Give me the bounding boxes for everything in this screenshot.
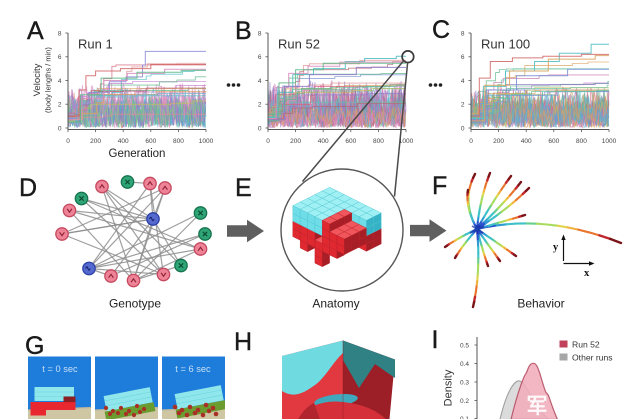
svg-text:1000: 1000	[602, 138, 617, 145]
svg-text:(body lengths / min): (body lengths / min)	[44, 47, 53, 113]
svg-text:4: 4	[461, 78, 465, 85]
svg-text:G: G	[25, 332, 44, 360]
svg-text:B: B	[235, 17, 252, 45]
svg-text:E: E	[235, 174, 252, 202]
svg-text:Generation: Generation	[109, 148, 166, 160]
svg-text:0: 0	[58, 125, 62, 132]
svg-text:6: 6	[258, 54, 262, 61]
svg-text:0.5: 0.5	[460, 342, 469, 349]
svg-text:0.2: 0.2	[460, 398, 469, 405]
svg-text:400: 400	[118, 138, 129, 145]
svg-text:800: 800	[373, 138, 384, 145]
svg-text:200: 200	[493, 138, 504, 145]
svg-text:6: 6	[461, 54, 465, 61]
svg-text:400: 400	[318, 138, 329, 145]
svg-text:Behavior: Behavior	[517, 297, 564, 311]
svg-text:8: 8	[58, 30, 62, 37]
svg-text:1000: 1000	[199, 138, 214, 145]
svg-text:600: 600	[548, 138, 559, 145]
svg-text:200: 200	[90, 138, 101, 145]
svg-text:Genotype: Genotype	[109, 297, 161, 311]
svg-text:0: 0	[461, 125, 465, 132]
svg-text:0: 0	[66, 138, 70, 145]
svg-text:200: 200	[290, 138, 301, 145]
svg-text:I: I	[432, 326, 439, 354]
svg-text:t = 0 sec: t = 0 sec	[42, 364, 78, 374]
svg-text:Anatomy: Anatomy	[312, 297, 359, 311]
svg-text:Run 52: Run 52	[572, 340, 600, 350]
svg-text:800: 800	[576, 138, 587, 145]
svg-text:2: 2	[58, 102, 62, 109]
svg-text:Run 1: Run 1	[78, 37, 113, 52]
svg-text:2: 2	[461, 102, 465, 109]
svg-text:x: x	[584, 268, 590, 279]
svg-text:6: 6	[58, 54, 62, 61]
svg-text:D: D	[19, 174, 37, 202]
svg-text:600: 600	[145, 138, 156, 145]
svg-text:0: 0	[258, 125, 262, 132]
svg-text:0.1: 0.1	[460, 416, 469, 419]
svg-text:军: 军	[527, 395, 548, 418]
svg-text:1000: 1000	[399, 138, 414, 145]
svg-text:600: 600	[345, 138, 356, 145]
svg-text:0.4: 0.4	[460, 361, 469, 368]
svg-text:A: A	[27, 17, 44, 45]
svg-text:0: 0	[469, 138, 473, 145]
svg-text:Velocity: Velocity	[32, 63, 43, 96]
svg-text:y: y	[553, 242, 559, 253]
svg-text:F: F	[432, 172, 447, 200]
svg-text:Density: Density	[443, 369, 455, 406]
svg-text:Run 100: Run 100	[481, 37, 530, 52]
svg-text:8: 8	[258, 30, 262, 37]
svg-text:Other runs: Other runs	[572, 353, 613, 363]
svg-text:t = 6 sec: t = 6 sec	[175, 364, 211, 374]
svg-text:C: C	[432, 16, 450, 44]
svg-text:0.3: 0.3	[460, 379, 469, 386]
svg-text:0: 0	[266, 138, 270, 145]
svg-text:Run 52: Run 52	[278, 37, 320, 52]
svg-text:4: 4	[58, 78, 62, 85]
svg-text:4: 4	[258, 78, 262, 85]
svg-text:2: 2	[258, 102, 262, 109]
svg-text:800: 800	[173, 138, 184, 145]
svg-text:400: 400	[521, 138, 532, 145]
svg-text:H: H	[234, 328, 252, 356]
svg-text:8: 8	[461, 30, 465, 37]
